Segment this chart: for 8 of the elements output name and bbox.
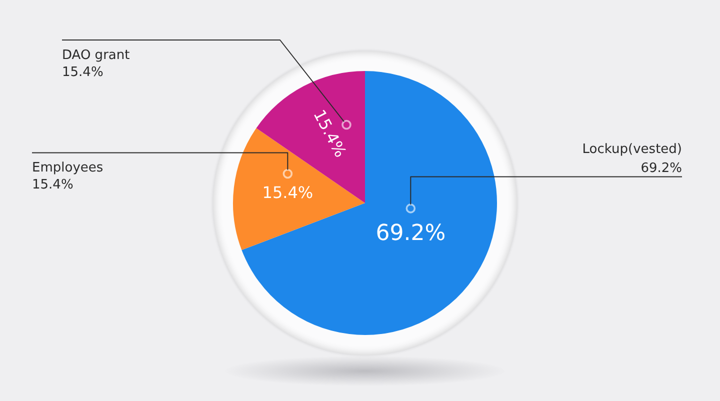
data-label: 15.4% bbox=[262, 182, 314, 202]
data-label: 69.2% bbox=[376, 221, 446, 246]
text: 69.2% bbox=[640, 161, 682, 176]
slice-label: Lockup(vested) bbox=[582, 142, 682, 157]
slice-label: DAO grant bbox=[62, 48, 130, 63]
slice-label: Employees bbox=[32, 160, 104, 176]
text: 15.4% bbox=[62, 65, 104, 80]
text: 15.4% bbox=[32, 178, 74, 193]
